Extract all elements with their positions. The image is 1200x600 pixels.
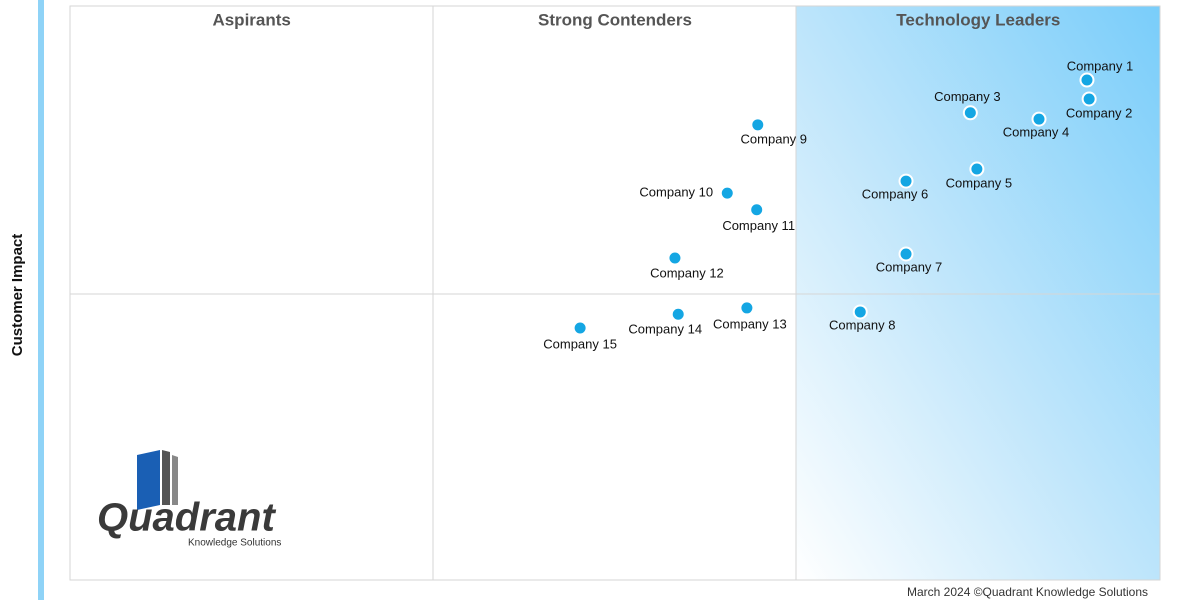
data-point (670, 306, 686, 322)
point-label: Company 5 (946, 175, 1012, 190)
point-label: Company 10 (639, 185, 713, 200)
data-point (969, 161, 985, 177)
data-point (1081, 91, 1097, 107)
data-point (719, 185, 735, 201)
data-point (898, 173, 914, 189)
point-label: Company 2 (1066, 105, 1132, 120)
point-label: Company 4 (1003, 125, 1069, 140)
point-label: Company 7 (876, 259, 942, 274)
data-point (852, 304, 868, 320)
data-point (749, 202, 765, 218)
logo-name: Quadrant (97, 496, 276, 540)
data-point (572, 320, 588, 336)
data-point (667, 250, 683, 266)
side-bar (38, 0, 44, 600)
data-point (898, 246, 914, 262)
point-label: Company 1 (1067, 58, 1133, 73)
quadrant-label: Aspirants (212, 10, 290, 29)
footer: March 2024 ©Quadrant Knowledge Solutions (907, 585, 1148, 599)
data-point (1079, 72, 1095, 88)
point-label: Company 8 (829, 317, 895, 332)
leaders-background (796, 6, 1160, 580)
point-label: Company 12 (650, 265, 724, 280)
data-point (750, 117, 766, 133)
data-point (1031, 111, 1047, 127)
point-label: Company 11 (722, 218, 795, 233)
logo-book (162, 450, 170, 505)
quadrant-label: Technology Leaders (896, 10, 1060, 29)
point-label: Company 6 (862, 187, 928, 202)
point-label: Company 14 (628, 322, 702, 337)
point-label: Company 13 (713, 316, 787, 331)
plot-frame (69, 5, 1161, 581)
logo-book (137, 450, 160, 510)
data-point (739, 300, 755, 316)
point-label: Company 15 (543, 336, 617, 351)
data-point (962, 105, 978, 121)
logo-book (172, 455, 178, 505)
logo-tagline: Knowledge Solutions (188, 538, 281, 549)
point-label: Company 3 (934, 89, 1000, 104)
y-axis-label: Customer Impact (9, 234, 26, 357)
logo: Quadrant Knowledge Solutions (97, 450, 281, 549)
quadrant-label: Strong Contenders (538, 10, 692, 29)
point-label: Company 9 (741, 131, 807, 146)
